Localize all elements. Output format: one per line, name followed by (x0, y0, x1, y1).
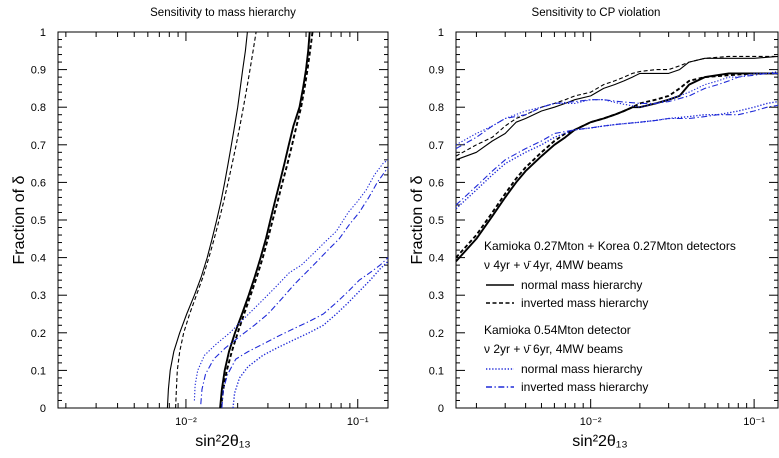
cp-violation-x-axis-label: sin²2θ₁₃ (572, 433, 628, 450)
legend-group-1-subheading: ν 4yr + ν̄ 4yr, 4MW beams (484, 258, 623, 272)
mass-hierarchy-curve-korea_ih_b (220, 31, 314, 409)
mass-hierarchy-y-tick-label: 0.2 (31, 328, 46, 340)
cp-violation-x-tick-label: 10⁻¹ (743, 416, 765, 428)
mass-hierarchy-x-axis-label: sin²2θ₁₃ (195, 433, 251, 450)
cp-violation-panel: Sensitivity to CP violation Fraction of … (409, 7, 779, 450)
cp-violation-curve-kam_nh_b (455, 100, 779, 210)
legend-label-kamioka-inverted: inverted mass hierarchy (521, 380, 648, 394)
mass-hierarchy-x-tick-label: 10⁻¹ (347, 416, 369, 428)
cp-violation-y-tick-label: 0.2 (429, 328, 444, 340)
cp-violation-y-tick-label: 0.6 (429, 177, 444, 189)
mass-hierarchy-curve-korea_ih (175, 31, 257, 409)
mass-hierarchy-curve-kam_nh_b (232, 260, 389, 409)
cp-violation-y-tick-label: 0.9 (429, 65, 444, 77)
legend-label-korea-inverted: inverted mass hierarchy (521, 296, 648, 310)
cp-violation-curve-kam_ih_b (455, 104, 779, 206)
mass-hierarchy-curve-kam_nh (193, 159, 389, 401)
mass-hierarchy-panel: Sensitivity to mass hierarchy Fraction o… (11, 7, 389, 450)
legend-group-2-subheading: ν 2yr + ν̄ 6yr, 4MW beams (484, 342, 623, 356)
mass-hierarchy-curve-kam_ih_b (200, 167, 389, 405)
cp-violation-y-tick-label: 0.3 (429, 290, 444, 302)
mass-hierarchy-y-axis-label: Fraction of δ (11, 175, 28, 264)
legend: Kamioka 0.27Mton + Korea 0.27Mton detect… (484, 239, 736, 394)
legend-label-korea-normal: normal mass hierarchy (521, 278, 642, 292)
cp-violation-y-tick-label: 0.8 (429, 102, 444, 114)
cp-violation-title: Sensitivity to CP violation (532, 7, 661, 19)
mass-hierarchy-title: Sensitivity to mass hierarchy (150, 7, 296, 19)
cp-violation-curve-kam_ih (455, 72, 778, 150)
cp-violation-curve-korea_ih (455, 55, 778, 157)
cp-violation-x-tick-label: 10⁻² (580, 416, 602, 428)
mass-hierarchy-plot-frame (57, 31, 389, 409)
legend-group-2-heading: Kamioka 0.54Mton detector (484, 323, 631, 337)
mass-hierarchy-curve-kam_ih (221, 257, 389, 409)
cp-violation-curve-korea_nh (455, 55, 779, 161)
mass-hierarchy-y-tick-label: 0.6 (31, 177, 46, 189)
legend-group-1-heading: Kamioka 0.27Mton + Korea 0.27Mton detect… (484, 239, 736, 253)
mass-hierarchy-y-tick-label: 0.5 (31, 215, 46, 227)
mass-hierarchy-y-tick-label: 0.3 (31, 290, 46, 302)
mass-hierarchy-y-tick-label: 0 (40, 403, 46, 415)
mass-hierarchy-y-tick-label: 0.1 (31, 365, 46, 377)
cp-violation-y-tick-label: 0.4 (429, 253, 444, 265)
mass-hierarchy-y-tick-label: 0.9 (31, 65, 46, 77)
mass-hierarchy-curve-korea_nh (166, 31, 248, 409)
mass-hierarchy-y-tick-label: 1 (40, 27, 46, 39)
cp-violation-y-tick-label: 0.5 (429, 215, 444, 227)
cp-violation-curve-kam_nh (455, 70, 779, 146)
mass-hierarchy-y-tick-label: 0.4 (31, 253, 46, 265)
cp-violation-y-tick-label: 1 (438, 27, 444, 39)
mass-hierarchy-y-tick-label: 0.7 (31, 140, 46, 152)
mass-hierarchy-curve-korea_nh_b (219, 31, 311, 409)
mass-hierarchy-x-tick-label: 10⁻² (175, 416, 197, 428)
legend-label-kamioka-normal: normal mass hierarchy (521, 362, 642, 376)
cp-violation-y-tick-label: 0 (438, 403, 444, 415)
cp-violation-y-axis-label: Fraction of δ (409, 175, 426, 264)
mass-hierarchy-y-tick-label: 0.8 (31, 102, 46, 114)
cp-violation-y-tick-label: 0.1 (429, 365, 444, 377)
cp-violation-curve-korea_nh_b (455, 72, 778, 263)
cp-violation-y-tick-label: 0.7 (429, 140, 444, 152)
